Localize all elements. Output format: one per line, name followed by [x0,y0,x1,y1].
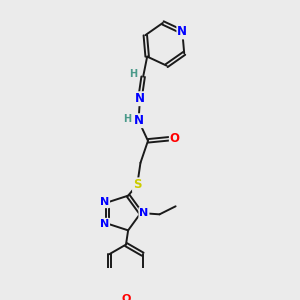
Text: O: O [121,294,131,300]
Text: N: N [134,114,144,127]
Text: H: H [129,69,137,79]
Text: H: H [123,114,131,124]
Text: N: N [139,208,148,218]
Text: O: O [170,132,180,145]
Text: N: N [177,26,187,38]
Text: N: N [135,92,145,105]
Text: S: S [133,178,142,191]
Text: N: N [100,197,109,207]
Text: N: N [100,219,109,229]
